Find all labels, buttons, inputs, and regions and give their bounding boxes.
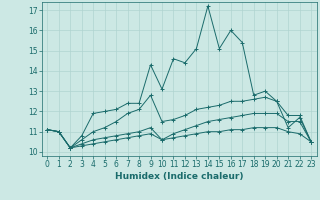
X-axis label: Humidex (Indice chaleur): Humidex (Indice chaleur) xyxy=(115,172,244,181)
